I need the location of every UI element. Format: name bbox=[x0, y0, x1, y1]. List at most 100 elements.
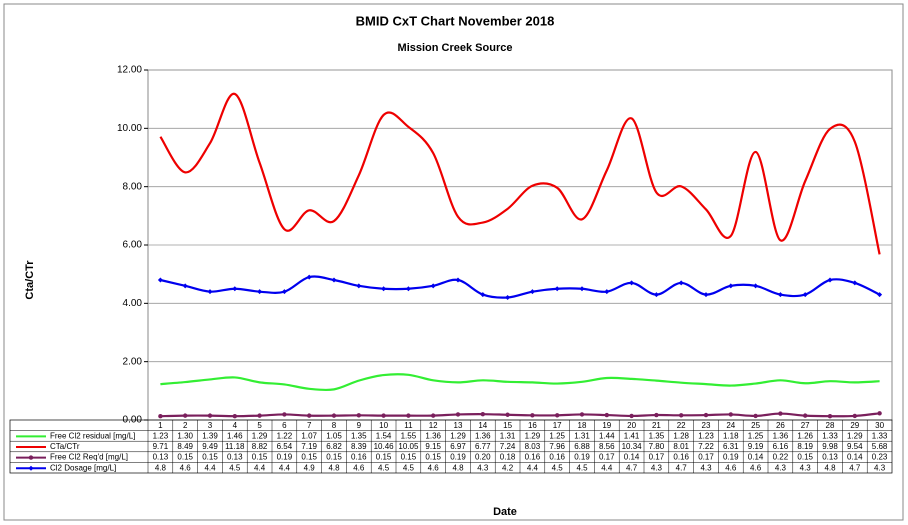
table-value: 0.15 bbox=[425, 453, 441, 462]
table-value: 4.5 bbox=[576, 463, 588, 472]
table-value: 0.13 bbox=[153, 453, 169, 462]
x-tick-label: 15 bbox=[503, 421, 512, 430]
y-tick-label: 4.00 bbox=[123, 298, 143, 309]
table-value: 4.6 bbox=[353, 463, 365, 472]
x-tick-label: 16 bbox=[528, 421, 537, 430]
table-value: 4.8 bbox=[328, 463, 340, 472]
table-value: 0.16 bbox=[549, 453, 565, 462]
table-value: 1.26 bbox=[797, 432, 813, 441]
x-tick-label: 30 bbox=[875, 421, 884, 430]
table-value: 0.14 bbox=[847, 453, 863, 462]
table-value: 1.44 bbox=[599, 432, 615, 441]
point-marker bbox=[157, 277, 163, 283]
table-value: 0.13 bbox=[822, 453, 838, 462]
table-value: 1.22 bbox=[277, 432, 293, 441]
table-value: 0.15 bbox=[326, 453, 342, 462]
x-tick-label: 18 bbox=[578, 421, 587, 430]
table-value: 0.17 bbox=[599, 453, 615, 462]
point-marker bbox=[777, 292, 783, 298]
table-value: 4.6 bbox=[725, 463, 737, 472]
table-value: 4.3 bbox=[874, 463, 886, 472]
legend-label: Cl2 Dosage [mg/L] bbox=[50, 463, 116, 472]
table-value: 11.18 bbox=[225, 442, 245, 451]
table-value: 4.3 bbox=[651, 463, 663, 472]
table-value: 1.55 bbox=[401, 432, 417, 441]
table-value: 1.36 bbox=[773, 432, 789, 441]
table-value: 4.3 bbox=[775, 463, 787, 472]
table-value: 1.46 bbox=[227, 432, 243, 441]
point-marker bbox=[703, 292, 709, 298]
point-marker bbox=[282, 412, 287, 417]
point-marker bbox=[852, 413, 857, 419]
table-value: 1.23 bbox=[698, 432, 714, 441]
point-marker bbox=[679, 413, 684, 418]
table-value: 1.28 bbox=[673, 432, 689, 441]
series-line bbox=[159, 92, 881, 255]
point-marker bbox=[629, 280, 635, 286]
table-value: 6.31 bbox=[723, 442, 739, 451]
table-value: 7.80 bbox=[649, 442, 665, 451]
table-value: 4.5 bbox=[378, 463, 390, 472]
table-value: 1.35 bbox=[351, 432, 367, 441]
point-marker bbox=[604, 289, 610, 295]
table-value: 8.39 bbox=[351, 442, 367, 451]
point-marker bbox=[827, 414, 833, 419]
table-value: 1.35 bbox=[649, 432, 665, 441]
table-value: 5.68 bbox=[872, 442, 888, 451]
point-marker bbox=[555, 413, 560, 418]
point-marker bbox=[604, 412, 609, 418]
point-marker bbox=[306, 274, 312, 280]
table-value: 8.56 bbox=[599, 442, 615, 451]
point-marker bbox=[753, 283, 759, 289]
table-value: 4.6 bbox=[428, 463, 440, 472]
point-marker bbox=[331, 413, 337, 418]
x-tick-label: 23 bbox=[702, 421, 711, 430]
table-value: 9.71 bbox=[153, 442, 169, 451]
table-value: 7.24 bbox=[500, 442, 516, 451]
table-value: 10.34 bbox=[622, 442, 643, 451]
legend-label: Free Cl2 residual [mg/L] bbox=[50, 432, 135, 441]
table-value: 1.36 bbox=[475, 432, 491, 441]
table-value: 4.8 bbox=[452, 463, 464, 472]
table-value: 9.54 bbox=[847, 442, 863, 451]
table-value: 0.18 bbox=[500, 453, 516, 462]
table-value: 4.5 bbox=[552, 463, 564, 472]
point-marker bbox=[530, 413, 535, 418]
table-value: 4.8 bbox=[824, 463, 836, 472]
table-value: 4.9 bbox=[304, 463, 316, 472]
table-value: 1.29 bbox=[252, 432, 268, 441]
table-value: 1.30 bbox=[177, 432, 193, 441]
x-tick-label: 11 bbox=[404, 421, 413, 430]
point-marker bbox=[753, 413, 758, 419]
point-marker bbox=[405, 286, 411, 292]
table-value: 1.33 bbox=[822, 432, 838, 441]
table-value: 4.3 bbox=[800, 463, 812, 472]
x-tick-label: 3 bbox=[208, 421, 213, 430]
table-value: 4.2 bbox=[502, 463, 514, 472]
table-value: 8.03 bbox=[525, 442, 541, 451]
table-value: 4.4 bbox=[204, 463, 216, 472]
x-tick-label: 28 bbox=[826, 421, 835, 430]
table-value: 4.8 bbox=[155, 463, 167, 472]
table-value: 7.19 bbox=[301, 442, 317, 451]
point-marker bbox=[406, 413, 411, 418]
table-value: 4.4 bbox=[601, 463, 613, 472]
point-marker bbox=[356, 413, 361, 418]
chart-title: BMID CxT Chart November 2018 bbox=[356, 13, 555, 28]
x-tick-label: 10 bbox=[379, 421, 388, 430]
y-tick-label: 6.00 bbox=[123, 240, 143, 251]
x-tick-label: 13 bbox=[454, 421, 463, 430]
table-value: 0.19 bbox=[574, 453, 590, 462]
table-value: 6.16 bbox=[773, 442, 789, 451]
legend-marker bbox=[28, 455, 34, 460]
table-value: 1.36 bbox=[425, 432, 441, 441]
table-value: 7.22 bbox=[698, 442, 714, 451]
table-value: 4.7 bbox=[849, 463, 861, 472]
table-value: 6.54 bbox=[277, 442, 293, 451]
point-marker bbox=[257, 289, 263, 295]
point-marker bbox=[281, 289, 287, 295]
x-tick-label: 7 bbox=[307, 421, 312, 430]
point-marker bbox=[554, 286, 560, 292]
point-marker bbox=[778, 411, 783, 416]
table-value: 0.22 bbox=[773, 453, 789, 462]
